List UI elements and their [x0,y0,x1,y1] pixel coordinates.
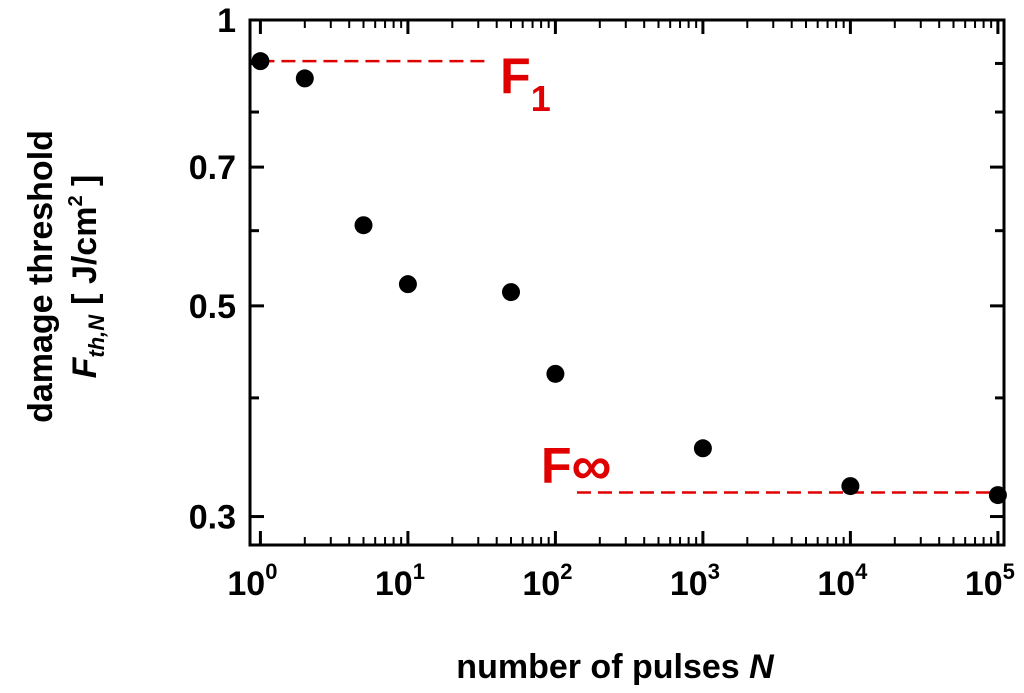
x-tick-label: 105 [965,559,1015,603]
data-point [502,283,521,302]
x-tick-base: 10 [227,565,265,603]
x-tick-label: 103 [670,559,720,603]
data-point [354,216,373,235]
x-tick-label: 102 [522,559,572,603]
data-point [295,69,314,88]
x-tick-exponent: 2 [560,559,572,584]
y-axis-title-line1: damage threshold [22,130,60,423]
y-axis-symbol: F [66,356,104,378]
x-tick-base: 10 [522,565,560,603]
annotation-label: F∞ [541,434,611,497]
annotation-symbol: F [541,438,572,494]
y-axis-unit-close: ] [66,175,104,196]
data-point [546,364,565,383]
x-axis-title-main: number of pulses [456,648,739,686]
x-tick-exponent: 5 [1003,559,1015,584]
x-tick-label: 101 [375,559,425,603]
y-tick-label: 0.5 [189,288,236,326]
plot-frame [248,18,1006,547]
x-tick-label: 100 [227,559,277,603]
x-tick-base: 10 [817,565,855,603]
y-tick-label: 0.7 [189,149,236,187]
annotation-subscript: ∞ [572,434,612,497]
annotation-symbol: F [500,48,531,104]
y-axis-symbol-subscript: th,N [84,314,109,358]
x-tick-base: 10 [375,565,413,603]
axis-ticks [250,18,1004,545]
x-tick-exponent: 3 [708,559,720,584]
x-tick-label: 104 [817,559,868,603]
x-tick-base: 10 [965,565,1003,603]
data-point [841,477,860,496]
y-axis-unit-open: [ J/cm [66,207,104,305]
data-point [251,52,270,71]
data-point [398,275,417,294]
annotation-subscript: 1 [531,78,551,119]
data-points [251,52,1007,505]
x-tick-exponent: 1 [413,559,425,584]
x-axis-title: number of pulses N [456,648,775,686]
y-tick-label: 0.3 [189,499,236,537]
annotations: F1F∞ [260,48,998,497]
y-axis-title: damage threshold Fth,N [ J/cm2 ] [22,130,109,423]
data-point [693,439,712,458]
y-axis-unit-exponent: 2 [65,195,87,206]
data-point [988,486,1007,505]
annotation-label: F1 [500,48,551,119]
x-axis-title-variable: N [749,648,775,686]
x-tick-exponent: 4 [855,559,868,584]
y-tick-label: 1 [217,2,236,40]
x-tick-exponent: 0 [265,559,277,584]
x-tick-base: 10 [670,565,708,603]
y-axis-title-line2: Fth,N [ J/cm2 ] [65,175,109,379]
